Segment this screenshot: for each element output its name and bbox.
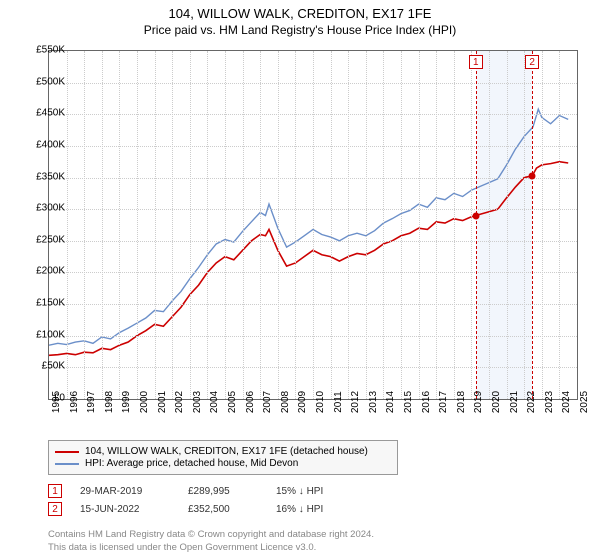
x-axis-tick: 2000 [139, 391, 150, 413]
y-axis-tick: £100K [20, 329, 65, 340]
chart-plot-area: 12 [48, 50, 578, 400]
x-axis-tick: 1998 [104, 391, 115, 413]
x-axis-tick: 2008 [280, 391, 291, 413]
x-axis-tick: 2003 [192, 391, 203, 413]
y-axis-tick: £350K [20, 171, 65, 182]
legend-text: HPI: Average price, detached house, Mid … [85, 458, 298, 469]
x-axis-tick: 2002 [174, 391, 185, 413]
x-axis-tick: 2005 [227, 391, 238, 413]
x-axis-tick: 1996 [69, 391, 80, 413]
sale-marker-line [476, 51, 477, 399]
sale-diff: 15% ↓ HPI [276, 486, 323, 497]
sale-point [529, 172, 536, 179]
x-axis-tick: 2001 [157, 391, 168, 413]
x-axis-tick: 1995 [51, 391, 62, 413]
chart-title: 104, WILLOW WALK, CREDITON, EX17 1FE [0, 0, 600, 21]
sale-row: 2 15-JUN-2022 £352,500 16% ↓ HPI [48, 502, 323, 516]
chart-subtitle: Price paid vs. HM Land Registry's House … [0, 23, 600, 37]
x-axis-tick: 2009 [297, 391, 308, 413]
x-axis-tick: 2021 [509, 391, 520, 413]
sale-price: £352,500 [188, 504, 258, 515]
legend-text: 104, WILLOW WALK, CREDITON, EX17 1FE (de… [85, 446, 368, 457]
y-axis-tick: £150K [20, 298, 65, 309]
footer-line-2: This data is licensed under the Open Gov… [48, 542, 374, 554]
x-axis-tick: 2023 [544, 391, 555, 413]
legend-swatch [55, 463, 79, 465]
y-axis-tick: £250K [20, 234, 65, 245]
sale-diff: 16% ↓ HPI [276, 504, 323, 515]
x-axis-tick: 2025 [579, 391, 590, 413]
x-axis-tick: 2015 [403, 391, 414, 413]
x-axis-tick: 2013 [368, 391, 379, 413]
x-axis-tick: 2014 [385, 391, 396, 413]
x-axis-tick: 2024 [561, 391, 572, 413]
x-axis-tick: 2004 [209, 391, 220, 413]
x-axis-tick: 1999 [121, 391, 132, 413]
x-axis-tick: 2020 [491, 391, 502, 413]
y-axis-tick: £500K [20, 76, 65, 87]
chart-legend: 104, WILLOW WALK, CREDITON, EX17 1FE (de… [48, 440, 398, 475]
x-axis-tick: 2019 [473, 391, 484, 413]
y-axis-tick: £200K [20, 266, 65, 277]
sale-price: £289,995 [188, 486, 258, 497]
x-axis-tick: 2010 [315, 391, 326, 413]
y-axis-tick: £400K [20, 139, 65, 150]
x-axis-tick: 2012 [350, 391, 361, 413]
y-axis-tick: £450K [20, 108, 65, 119]
sale-point [472, 212, 479, 219]
y-axis-tick: £300K [20, 203, 65, 214]
sale-marker-label: 1 [469, 55, 483, 69]
legend-item: HPI: Average price, detached house, Mid … [55, 458, 391, 469]
x-axis-tick: 2016 [421, 391, 432, 413]
footer-attribution: Contains HM Land Registry data © Crown c… [48, 529, 374, 554]
sale-marker-label: 2 [525, 55, 539, 69]
x-axis-tick: 2007 [262, 391, 273, 413]
sale-date: 15-JUN-2022 [80, 504, 170, 515]
y-axis-tick: £550K [20, 45, 65, 56]
legend-swatch [55, 451, 79, 453]
x-axis-tick: 2006 [245, 391, 256, 413]
sale-row: 1 29-MAR-2019 £289,995 15% ↓ HPI [48, 484, 323, 498]
x-axis-tick: 2011 [333, 391, 344, 413]
footer-line-1: Contains HM Land Registry data © Crown c… [48, 529, 374, 541]
sale-date: 29-MAR-2019 [80, 486, 170, 497]
x-axis-tick: 1997 [86, 391, 97, 413]
x-axis-tick: 2018 [456, 391, 467, 413]
x-axis-tick: 2017 [438, 391, 449, 413]
sale-number-box: 1 [48, 484, 62, 498]
sale-marker-line [532, 51, 533, 399]
sale-number-box: 2 [48, 502, 62, 516]
legend-item: 104, WILLOW WALK, CREDITON, EX17 1FE (de… [55, 446, 391, 457]
x-axis-tick: 2022 [526, 391, 537, 413]
y-axis-tick: £50K [20, 361, 65, 372]
